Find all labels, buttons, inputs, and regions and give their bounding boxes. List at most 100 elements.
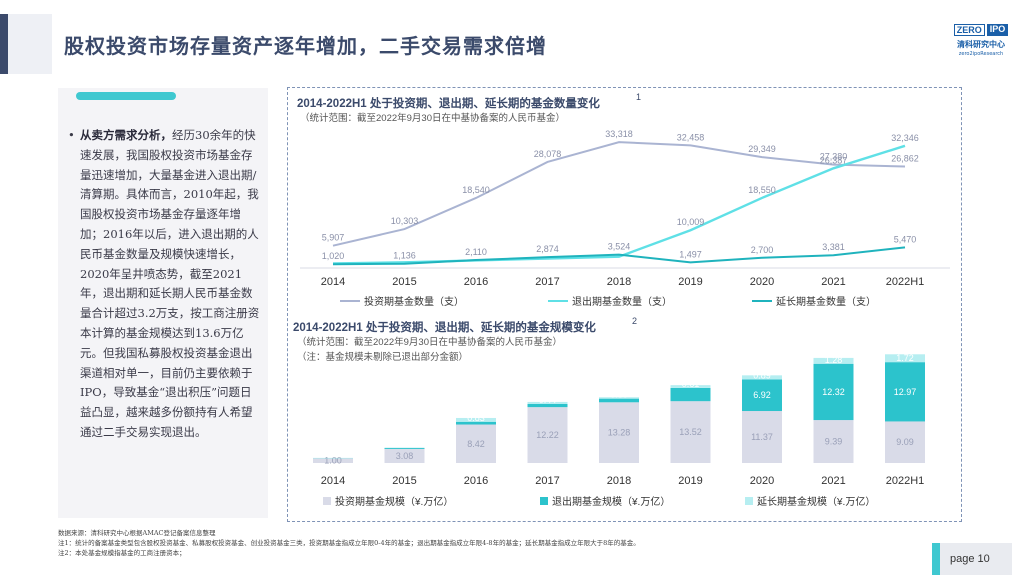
chart2-data-label: 0.44 bbox=[539, 395, 557, 405]
chart1-data-label: 2,110 bbox=[465, 247, 487, 257]
chart1-data-label: 27,380 bbox=[820, 152, 848, 162]
chart2-data-label: 1.72 bbox=[896, 353, 914, 363]
chart1-data-label: 32,458 bbox=[677, 132, 705, 142]
chart1-data-label: 2,874 bbox=[536, 244, 559, 254]
chart2-data-label: 12.22 bbox=[536, 430, 559, 440]
chart1-title: 2014-2022H1 处于投资期、退出期、延长期的基金数量变化 bbox=[297, 96, 600, 110]
chart2-data-label: 13.52 bbox=[679, 427, 702, 437]
chart2-bar-2022h1-series1 bbox=[885, 362, 925, 422]
chart2-bar-2018-series0 bbox=[599, 402, 639, 463]
chart1-data-label: 3,524 bbox=[608, 242, 631, 252]
analysis-panel bbox=[58, 88, 268, 518]
chart2-data-label: 0.30 bbox=[610, 390, 628, 400]
chart2-data-label: 9.39 bbox=[825, 437, 843, 447]
chart2-subtitle: （统计范围：截至2022年9月30日在中基协备案的人民币基金） bbox=[297, 336, 562, 348]
chart2-bar-2020-series0 bbox=[742, 411, 782, 463]
chart1-data-label: 1,020 bbox=[322, 251, 345, 261]
chart2-bar-2021-series0 bbox=[813, 420, 854, 463]
chart2-bar-2017-series0 bbox=[527, 407, 568, 463]
chart2-x-tick: 2014 bbox=[321, 475, 345, 487]
chart2-x-tick: 2020 bbox=[750, 475, 774, 487]
chart2-title: 2014-2022H1 处于投资期、退出期、延长期的基金规模变化 bbox=[293, 320, 596, 334]
chart2-plot: 1.000.07 2014 3.08 0.09 2015 8.42 0.83 2016 12.2… bbox=[313, 353, 925, 508]
chart2-data-label: 9.09 bbox=[896, 437, 914, 447]
chart2-bar-2017-series2 bbox=[527, 401, 568, 404]
chart1-data-label: 32,346 bbox=[891, 133, 919, 143]
charts-frame bbox=[287, 87, 962, 522]
chart2-x-tick: 2019 bbox=[678, 475, 702, 487]
chart2-x-tick: 2017 bbox=[535, 475, 559, 487]
logo-zero: ZERO bbox=[953, 24, 985, 36]
chart2-x-tick: 2021 bbox=[821, 475, 845, 487]
chart2-legend-swatch bbox=[540, 497, 548, 505]
chart2-data-label: 0.07 bbox=[324, 449, 342, 459]
chart1-data-label: 1,497 bbox=[679, 249, 702, 259]
chart2-x-tick: 2016 bbox=[464, 475, 488, 487]
chart2-data-label: 1.00 bbox=[324, 456, 342, 466]
chart1-line-series2 bbox=[332, 246, 906, 266]
chart1-x-tick: 2017 bbox=[535, 276, 559, 288]
chart1-x-tick: 2020 bbox=[750, 276, 774, 288]
analysis-body: 经历30余年的快速发展，我国股权投资市场基金存量迅速增加，大量基金进入退出期/清… bbox=[80, 128, 260, 439]
chart1-data-label: 10,303 bbox=[391, 216, 419, 226]
chart2-x-tick: 2015 bbox=[392, 475, 416, 487]
chart1-data-label: 18,550 bbox=[748, 185, 776, 195]
chart2-legend-label: 延长期基金规模（¥.万亿） bbox=[757, 495, 875, 508]
chart2-superscript: 2 bbox=[632, 316, 637, 326]
chart1-x-tick: 2014 bbox=[321, 276, 345, 288]
chart2-bar-2014-series0 bbox=[313, 458, 353, 463]
chart2-bar-2019-series2 bbox=[670, 385, 711, 388]
chart2-data-label: 12.97 bbox=[894, 387, 917, 397]
chart2-bar-2018-series2 bbox=[599, 397, 639, 399]
bullet-icon: • bbox=[68, 128, 75, 142]
chart2-data-label: 0.89 bbox=[753, 370, 771, 380]
chart1-data-label: 33,318 bbox=[605, 129, 633, 139]
footnote-1: 注1：统计的备案基金类型包含股权投资基金、私募股权投资基金、创业投资基金三类，投… bbox=[58, 539, 640, 547]
chart2-x-tick: 2018 bbox=[607, 475, 631, 487]
chart2-bar-2015-series1 bbox=[384, 448, 425, 449]
chart2-bar-2016-series2 bbox=[456, 417, 496, 422]
chart2-bar-2021-series2 bbox=[813, 357, 854, 364]
zero2ipo-logo: ZERO IPO 清科研究中心 zero2ipoResearch bbox=[950, 24, 1012, 64]
chart2-legend-label: 退出期基金规模（¥.万亿） bbox=[552, 495, 670, 508]
chart2-bar-2021-series1 bbox=[813, 363, 854, 421]
chart2-bar-2016-series0 bbox=[456, 424, 496, 463]
chart2-bar-2017-series1 bbox=[527, 403, 568, 408]
chart2-legend-swatch bbox=[745, 497, 753, 505]
footnotes: 数据来源：清科研究中心根据AMAC登记备案信息整理 注1：统计的备案基金类型包含… bbox=[58, 528, 640, 558]
chart2-bar-2015-series0 bbox=[384, 448, 425, 463]
analysis-lead: 从卖方需求分析， bbox=[80, 128, 172, 142]
chart1-legend-label: 投资期基金数量（支） bbox=[364, 295, 464, 308]
chart2-data-label: 1.28 bbox=[825, 355, 843, 365]
logo-en-text: zero2ipoResearch bbox=[958, 51, 1004, 57]
chart2-bar-2019-series0 bbox=[670, 401, 711, 463]
chart2-bar-2022h1-series0 bbox=[885, 421, 925, 463]
chart1-line-series0 bbox=[332, 141, 906, 247]
chart2-data-label: 0.61 bbox=[682, 379, 700, 389]
chart1-data-label: 10,009 bbox=[677, 217, 705, 227]
analysis-text: • 从卖方需求分析，经历30余年的快速发展，我国股权投资市场基金存量迅速增加，大… bbox=[68, 126, 262, 443]
chart2-bar-2022h1-series2 bbox=[885, 354, 925, 363]
chart2-bar-2020-series1 bbox=[742, 379, 782, 412]
chart1-x-tick: 2018 bbox=[607, 276, 631, 288]
footnote-2: 注2：本处基金规模指基金的工商注册资本； bbox=[58, 549, 186, 557]
chart1-data-label: 1,136 bbox=[393, 251, 416, 261]
chart2-legend-label: 投资期基金规模（¥.万亿） bbox=[335, 495, 453, 508]
chart1-x-tick: 2021 bbox=[821, 276, 845, 288]
title-accent-block bbox=[8, 14, 52, 74]
chart2-data-label: 0.83 bbox=[467, 413, 485, 423]
page-number-box bbox=[932, 543, 1012, 575]
chart2-bar-2018-series1 bbox=[599, 398, 639, 403]
chart1-legend-label: 延长期基金数量（支） bbox=[776, 295, 876, 308]
chart1-x-tick: 2022H1 bbox=[886, 276, 925, 288]
page-number-accent bbox=[932, 543, 940, 575]
chart2-data-label: 8.42 bbox=[467, 439, 485, 449]
chart2-data-label: 6.92 bbox=[753, 390, 771, 400]
chart2-legend-swatch bbox=[323, 497, 331, 505]
chart1-legend-label: 退出期基金数量（支） bbox=[572, 295, 672, 308]
footnote-source: 数据来源：清科研究中心根据AMAC登记备案信息整理 bbox=[58, 529, 216, 537]
chart2-data-label: 0.09 bbox=[396, 439, 414, 449]
chart2-bar-2019-series1 bbox=[670, 387, 711, 402]
chart2-bar-2016-series1 bbox=[456, 421, 496, 425]
